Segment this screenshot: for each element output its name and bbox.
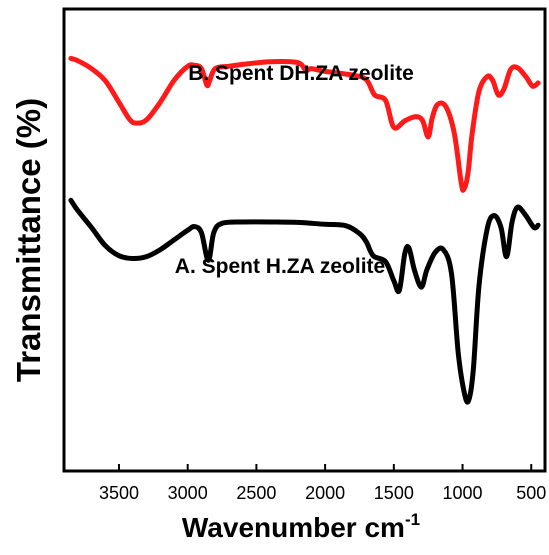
x-tick-label: 3000 <box>168 483 208 503</box>
y-axis-label: Transmittance (%) <box>10 98 47 382</box>
series-labels: B. Spent DH.ZA zeolite A. Spent H.ZA zeol… <box>175 62 414 278</box>
x-tick-label: 500 <box>516 483 546 503</box>
plot-frame <box>62 7 547 473</box>
series-label-1: A. Spent H.ZA zeolite <box>175 255 385 278</box>
series-line-1 <box>68 197 541 405</box>
x-tick-label: 2500 <box>236 483 276 503</box>
x-axis-ticks: 3500 3000 2500 2000 1500 1000 500 <box>99 464 546 503</box>
series-line-0 <box>68 55 541 193</box>
series-lines <box>68 55 541 405</box>
x-tick-label: 1500 <box>374 483 414 503</box>
x-axis-label: Wavenumber cm-1 <box>182 510 420 543</box>
x-tick-label: 1000 <box>443 483 483 503</box>
x-axis-label-superscript: -1 <box>405 510 420 529</box>
x-tick-label: 2000 <box>305 483 345 503</box>
series-label-0: B. Spent DH.ZA zeolite <box>188 62 414 85</box>
x-tick-label: 3500 <box>99 483 139 503</box>
